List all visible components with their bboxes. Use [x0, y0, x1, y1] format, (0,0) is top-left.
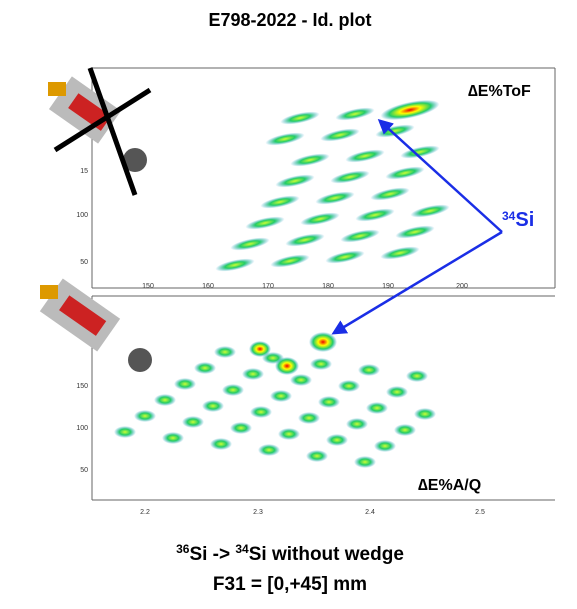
x-tick-label: 200 [456, 283, 468, 290]
top-plot-label: ∆E%ToF [468, 83, 531, 100]
blob [299, 210, 340, 228]
footer-line: 36Si -> 34Si without wedge [176, 542, 404, 565]
blob [214, 346, 236, 358]
blob [310, 358, 332, 370]
blob [244, 214, 285, 232]
blob [259, 193, 300, 211]
blob [384, 164, 425, 182]
blob [249, 341, 271, 357]
blob [202, 400, 224, 412]
x-tick-label: 2.2 [140, 509, 150, 516]
blob [242, 368, 264, 380]
blob [346, 418, 368, 430]
blob [324, 248, 365, 266]
mass: 36 [176, 542, 190, 556]
x-tick-label: 190 [382, 283, 394, 290]
y-tick-label: 50 [80, 467, 88, 474]
blob [174, 378, 196, 390]
blob [366, 402, 388, 414]
blob [358, 364, 380, 376]
blob [344, 147, 385, 165]
blob [258, 444, 280, 456]
blob [290, 374, 312, 386]
blob [162, 432, 184, 444]
mass: 34 [502, 209, 516, 223]
blob [298, 412, 320, 424]
detector-icon [48, 68, 150, 195]
blob [338, 380, 360, 392]
blob [250, 406, 272, 418]
isotope-label: 34Si [502, 209, 534, 231]
symbol: Si [515, 209, 534, 231]
blob [154, 394, 176, 406]
x-tick-label: 2.3 [253, 509, 263, 516]
blob [339, 227, 380, 245]
blob [274, 172, 315, 190]
blob [414, 408, 436, 420]
blob [284, 231, 325, 249]
blob [270, 390, 292, 402]
y-tick-label: 15 [80, 168, 88, 175]
y-tick-label: 100 [76, 212, 88, 219]
x-tick-label: 180 [322, 283, 334, 290]
blob [278, 428, 300, 440]
y-tick-label: 150 [76, 383, 88, 390]
blob [306, 450, 328, 462]
blob [379, 96, 441, 124]
blob [329, 168, 370, 186]
blob [318, 396, 340, 408]
blob [369, 185, 410, 203]
blob [374, 122, 415, 140]
x-tick-label: 150 [142, 283, 154, 290]
title: E798-2022 - Id. plot [208, 10, 371, 30]
blob [279, 109, 320, 127]
x-tick-label: 160 [202, 283, 214, 290]
x-tick-label: 2.5 [475, 509, 485, 516]
blob [222, 384, 244, 396]
blob [269, 252, 310, 270]
mass: 34 [235, 542, 249, 556]
blob [409, 202, 450, 220]
top-plot: 15 100 50 150 160 170 180 190 200 [76, 68, 555, 290]
text: Si -> [189, 544, 235, 565]
blob [309, 332, 337, 352]
x-tick-label: 2.4 [365, 509, 375, 516]
blob [210, 438, 232, 450]
blob [374, 440, 396, 452]
blob [406, 370, 428, 382]
blob [182, 416, 204, 428]
blob [386, 386, 408, 398]
density-blobs [114, 96, 451, 468]
text: Si without wedge [249, 544, 404, 565]
blob [289, 151, 330, 169]
slide: E798-2022 - Id. plot 15 100 50 150 160 170 180… [0, 0, 577, 609]
bottom-plot: 150 100 50 2.2 2.3 2.4 2.5 [76, 296, 555, 516]
blob [275, 357, 299, 375]
footer-line: F31 = [0,+45] mm [213, 574, 367, 595]
blob [114, 426, 136, 438]
blob [264, 130, 305, 148]
blob [326, 434, 348, 446]
blob [229, 235, 270, 253]
x-tick-label: 170 [262, 283, 274, 290]
blob [134, 410, 156, 422]
blob [354, 206, 395, 224]
blob [394, 223, 435, 241]
y-tick-label: 100 [76, 425, 88, 432]
blob [354, 456, 376, 468]
blob [319, 126, 360, 144]
detector-icon [40, 279, 152, 372]
y-tick-label: 50 [80, 259, 88, 266]
blob [334, 105, 375, 123]
blob [214, 256, 255, 274]
blob [230, 422, 252, 434]
blob [379, 244, 420, 262]
blob [314, 189, 355, 207]
arrow [334, 232, 502, 333]
blob [194, 362, 216, 374]
blob [394, 424, 416, 436]
bottom-plot-label: ∆E%A/Q [418, 477, 481, 494]
